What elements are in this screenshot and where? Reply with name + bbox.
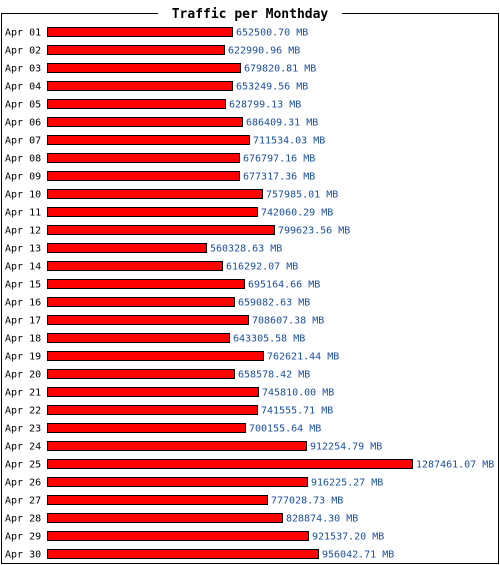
bar-rows: Apr 01 652500.70 MB Apr 02 622990.96 MB Apr … bbox=[5, 27, 494, 561]
category-label: Apr 26 bbox=[5, 478, 41, 489]
bar bbox=[47, 45, 225, 55]
category-label: Apr 29 bbox=[5, 532, 41, 543]
bar bbox=[47, 135, 250, 145]
value-label: 679820.81 MB bbox=[244, 64, 316, 75]
bar bbox=[47, 423, 246, 433]
category-label: Apr 25 bbox=[5, 460, 41, 471]
category-label: Apr 09 bbox=[5, 172, 41, 183]
value-label: 643305.58 MB bbox=[233, 334, 305, 345]
bar bbox=[47, 189, 263, 199]
category-label: Apr 13 bbox=[5, 244, 41, 255]
value-label: 659082.63 MB bbox=[238, 298, 310, 309]
chart-title: Traffic per Monthday bbox=[172, 7, 329, 22]
bar bbox=[47, 225, 275, 235]
bar bbox=[47, 315, 249, 325]
category-label: Apr 06 bbox=[5, 118, 41, 129]
category-label: Apr 20 bbox=[5, 370, 41, 381]
category-label: Apr 22 bbox=[5, 406, 41, 417]
category-label: Apr 14 bbox=[5, 262, 41, 273]
category-label: Apr 08 bbox=[5, 154, 41, 165]
category-label: Apr 10 bbox=[5, 190, 41, 201]
bar bbox=[47, 297, 235, 307]
bar bbox=[47, 513, 283, 523]
bar bbox=[47, 459, 413, 469]
title-background bbox=[158, 5, 342, 21]
value-label: 658578.42 MB bbox=[238, 370, 310, 381]
category-label: Apr 15 bbox=[5, 280, 41, 291]
bar bbox=[47, 63, 241, 73]
bar bbox=[47, 369, 235, 379]
bar bbox=[47, 27, 233, 37]
category-label: Apr 01 bbox=[5, 28, 41, 39]
value-label: 921537.20 MB bbox=[312, 532, 384, 543]
bar bbox=[47, 405, 258, 415]
value-label: 700155.64 MB bbox=[249, 424, 321, 435]
value-label: 912254.79 MB bbox=[310, 442, 382, 453]
value-label: 711534.03 MB bbox=[253, 136, 325, 147]
category-label: Apr 02 bbox=[5, 46, 41, 57]
category-label: Apr 28 bbox=[5, 514, 41, 525]
value-label: 616292.07 MB bbox=[226, 262, 298, 273]
bar bbox=[47, 153, 240, 163]
category-label: Apr 27 bbox=[5, 496, 41, 507]
category-label: Apr 30 bbox=[5, 550, 41, 561]
bar bbox=[47, 441, 307, 451]
value-label: 560328.63 MB bbox=[210, 244, 282, 255]
value-label: 686409.31 MB bbox=[246, 118, 318, 129]
category-label: Apr 05 bbox=[5, 100, 41, 111]
value-label: 799623.56 MB bbox=[278, 226, 350, 237]
bar bbox=[47, 495, 268, 505]
bar bbox=[47, 387, 259, 397]
value-label: 622990.96 MB bbox=[228, 46, 300, 57]
bar bbox=[47, 333, 230, 343]
category-label: Apr 07 bbox=[5, 136, 41, 147]
value-label: 628799.13 MB bbox=[229, 100, 301, 111]
category-label: Apr 11 bbox=[5, 208, 41, 219]
value-label: 828874.30 MB bbox=[286, 514, 358, 525]
value-label: 677317.36 MB bbox=[243, 172, 315, 183]
bar bbox=[47, 243, 207, 253]
bar bbox=[47, 531, 309, 541]
bar bbox=[47, 351, 264, 361]
category-label: Apr 12 bbox=[5, 226, 41, 237]
bar bbox=[47, 261, 223, 271]
value-label: 652500.70 MB bbox=[236, 28, 308, 39]
category-label: Apr 17 bbox=[5, 316, 41, 327]
category-label: Apr 23 bbox=[5, 424, 41, 435]
value-label: 653249.56 MB bbox=[236, 82, 308, 93]
value-label: 757985.01 MB bbox=[266, 190, 338, 201]
bar bbox=[47, 477, 308, 487]
value-label: 695164.66 MB bbox=[248, 280, 320, 291]
category-label: Apr 04 bbox=[5, 82, 41, 93]
bar bbox=[47, 99, 226, 109]
value-label: 741555.71 MB bbox=[261, 406, 333, 417]
category-label: Apr 16 bbox=[5, 298, 41, 309]
value-label: 1287461.07 MB bbox=[416, 460, 494, 471]
bar bbox=[47, 279, 245, 289]
value-label: 916225.27 MB bbox=[311, 478, 383, 489]
value-label: 956042.71 MB bbox=[322, 550, 394, 561]
category-label: Apr 24 bbox=[5, 442, 41, 453]
bar bbox=[47, 117, 243, 127]
bar bbox=[47, 549, 319, 559]
category-label: Apr 03 bbox=[5, 64, 41, 75]
value-label: 708607.38 MB bbox=[252, 316, 324, 327]
category-label: Apr 19 bbox=[5, 352, 41, 363]
value-label: 762621.44 MB bbox=[267, 352, 339, 363]
value-label: 777028.73 MB bbox=[271, 496, 343, 507]
bar bbox=[47, 81, 233, 91]
category-label: Apr 21 bbox=[5, 388, 41, 399]
bar bbox=[47, 207, 258, 217]
value-label: 745810.00 MB bbox=[262, 388, 334, 399]
value-label: 676797.16 MB bbox=[243, 154, 315, 165]
category-label: Apr 18 bbox=[5, 334, 41, 345]
value-label: 742060.29 MB bbox=[261, 208, 333, 219]
bar bbox=[47, 171, 240, 181]
